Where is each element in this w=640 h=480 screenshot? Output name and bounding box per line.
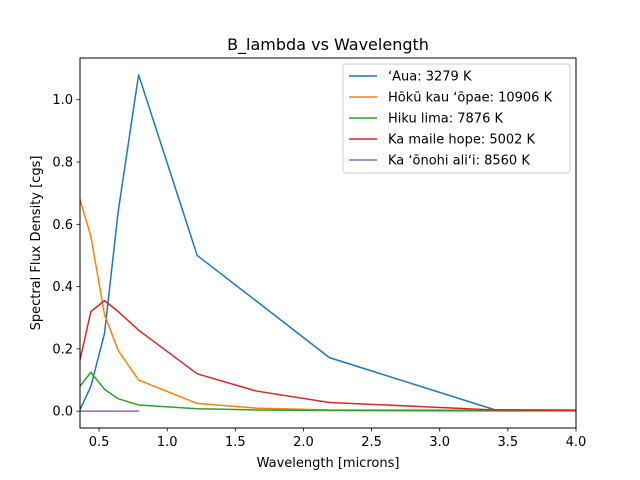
x-axis-ticks: 0.5 1.0 1.5 2.0 2.5 3.0 3.5 4.0 <box>89 428 587 450</box>
series-line-2 <box>80 198 576 411</box>
y-tick-label: 1.0 <box>52 93 73 108</box>
legend-label: Hōkū kau ʻōpae: 10906 K <box>388 91 553 106</box>
x-tick-label: 0.5 <box>89 435 110 450</box>
axes-frame <box>79 57 577 429</box>
y-tick-label: 0.0 <box>52 405 73 420</box>
x-tick-label: 1.5 <box>225 435 246 450</box>
legend-label: Hiku lima: 7876 K <box>388 112 503 127</box>
x-tick-label: 3.0 <box>429 435 450 450</box>
y-tick-label: 0.8 <box>52 156 73 171</box>
series-line-4 <box>80 299 576 412</box>
legend-label: Ka maile hope: 5002 K <box>388 133 536 148</box>
y-axis-label: Spectral Flux Density [cgs] <box>29 156 44 331</box>
y-tick-label: 0.6 <box>52 218 73 233</box>
plot-lines <box>80 74 576 412</box>
chart-title: B_lambda vs Wavelength <box>227 35 429 55</box>
x-tick-label: 3.5 <box>498 435 519 450</box>
series-line-1 <box>80 74 576 412</box>
y-tick-label: 0.2 <box>52 342 73 357</box>
x-tick-label: 2.0 <box>293 435 314 450</box>
y-axis-ticks: 0.0 0.2 0.4 0.6 0.8 1.0 <box>52 93 80 420</box>
legend: ʻAua: 3279 K Hōkū kau ʻōpae: 10906 K Hiku … <box>342 63 571 174</box>
x-tick-label: 4.0 <box>566 435 587 450</box>
y-tick-label: 0.4 <box>52 280 73 295</box>
x-tick-label: 1.0 <box>157 435 178 450</box>
x-tick-label: 2.5 <box>361 435 382 450</box>
legend-box <box>342 63 571 174</box>
legend-label: Ka ʻōnohi aliʻi: 8560 K <box>388 154 530 169</box>
x-axis-label: Wavelength [microns] <box>257 456 400 471</box>
legend-label: ʻAua: 3279 K <box>388 70 472 85</box>
series-line-3 <box>80 371 576 412</box>
